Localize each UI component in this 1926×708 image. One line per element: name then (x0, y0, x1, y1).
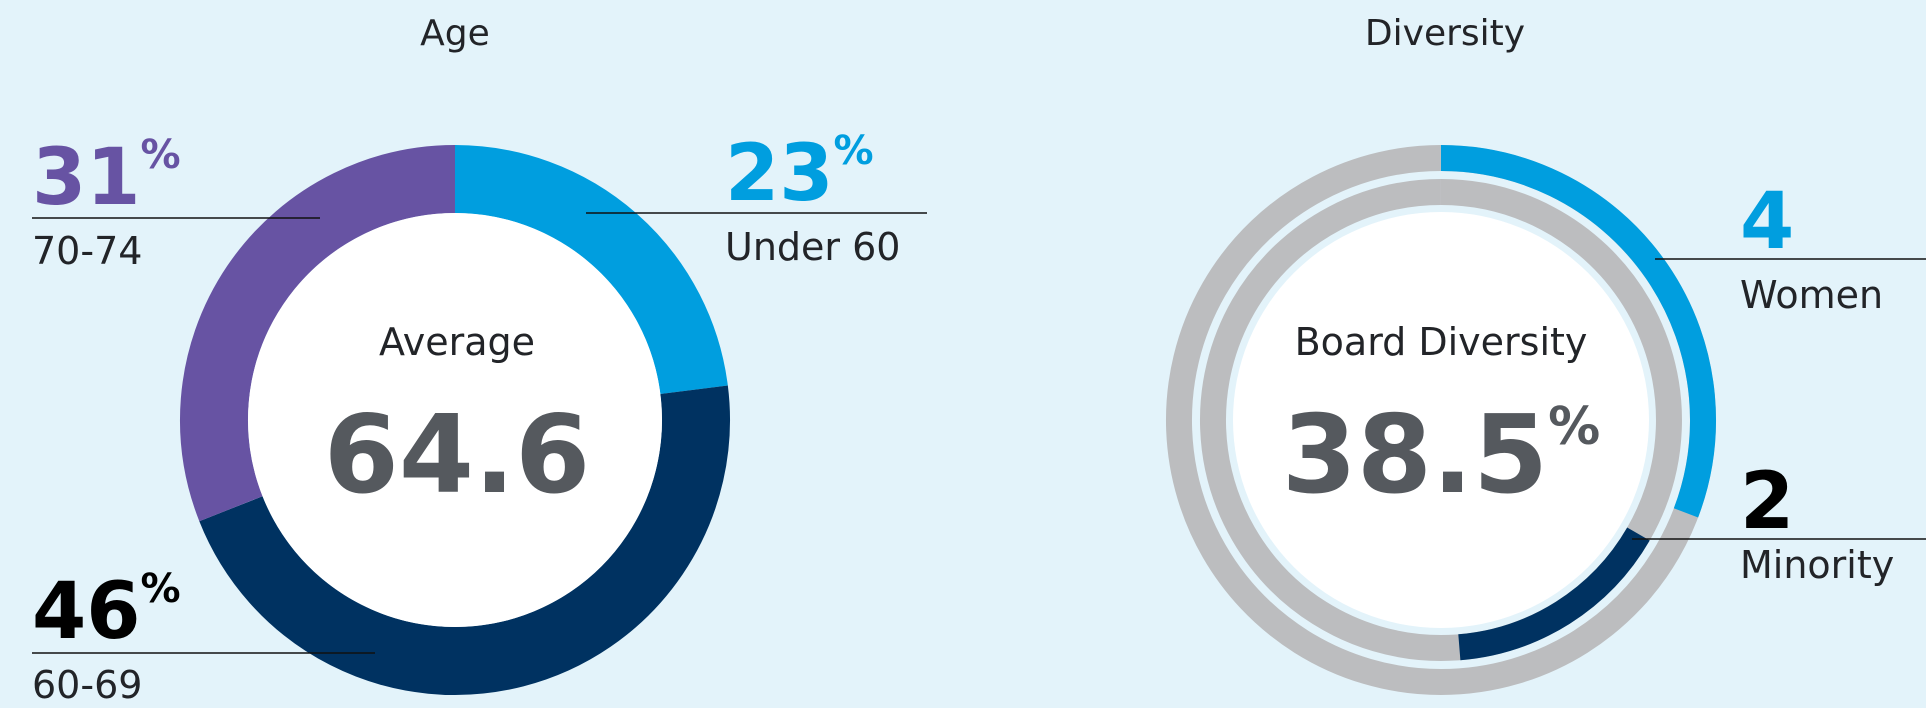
callout-under-60-label: Under 60 (725, 225, 900, 269)
svg-text:31%: 31% (32, 132, 181, 223)
diversity-center-percent: % (1548, 397, 1600, 457)
diversity-ring-women-segment (1440, 145, 1716, 518)
age-panel: Age Average 64.6 31% 70-74 23% Under 60 (32, 13, 927, 707)
callout-under-60-value: 23 (725, 129, 834, 219)
callout-60-69: 46% 60-69 (32, 566, 375, 707)
svg-text:23%: 23% (725, 128, 874, 219)
callout-60-69-label: 60-69 (32, 663, 142, 707)
diversity-panel: Diversity Board Diversity 38.5% 4 Women … (1165, 13, 1926, 695)
callout-60-69-percent: % (141, 566, 181, 612)
svg-text:38.5%: 38.5% (1282, 393, 1601, 518)
age-donut-hole (248, 213, 662, 627)
callout-70-74: 31% 70-74 (32, 132, 320, 273)
callout-under-60-percent: % (834, 128, 874, 174)
diversity-ring-minority-segment (1458, 527, 1650, 661)
age-center-caption: Average (379, 320, 535, 364)
callout-minority-value: 2 (1740, 457, 1794, 547)
age-title: Age (420, 13, 490, 54)
age-slice-60-69 (199, 385, 730, 695)
callout-60-69-value: 46 (32, 567, 141, 657)
diversity-center-value: 38.5 (1282, 393, 1548, 518)
callout-women-label: Women (1740, 273, 1883, 317)
age-slice-70-74 (180, 145, 456, 522)
callout-70-74-value: 31 (32, 133, 141, 223)
callout-minority-label: Minority (1740, 543, 1894, 587)
callout-women-value: 4 (1740, 177, 1794, 267)
diversity-center-caption: Board Diversity (1295, 320, 1588, 364)
diversity-donut-hole (1233, 212, 1649, 628)
callout-70-74-percent: % (141, 132, 181, 178)
diversity-rings (1165, 145, 1716, 695)
diversity-ring-minority-track (1200, 179, 1682, 661)
svg-text:46%: 46% (32, 566, 181, 657)
callout-under-60: 23% Under 60 (586, 128, 927, 269)
diversity-title: Diversity (1365, 13, 1525, 54)
age-slice-under-60 (454, 145, 728, 395)
callout-women: 4 Women (1655, 177, 1926, 317)
age-donut (180, 145, 730, 695)
age-center-value: 64.6 (324, 393, 590, 518)
callout-minority: 2 Minority (1632, 457, 1926, 587)
callout-70-74-label: 70-74 (32, 229, 142, 273)
